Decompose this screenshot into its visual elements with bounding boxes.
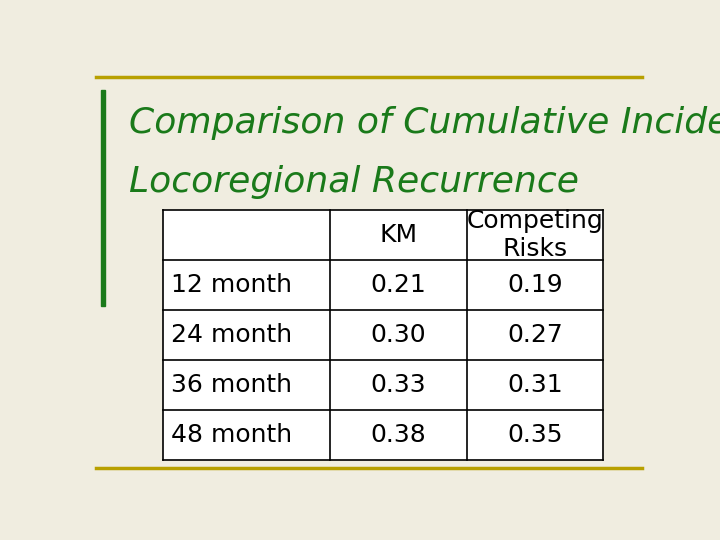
FancyBboxPatch shape (163, 210, 603, 460)
Text: Comparison of Cumulative Incidence of: Comparison of Cumulative Incidence of (129, 106, 720, 140)
Text: KM: KM (379, 223, 418, 247)
Text: 0.38: 0.38 (371, 423, 426, 447)
Text: 0.31: 0.31 (507, 373, 563, 397)
Text: 48 month: 48 month (171, 423, 292, 447)
Text: 0.30: 0.30 (371, 323, 426, 347)
Text: 12 month: 12 month (171, 273, 292, 297)
Text: 0.33: 0.33 (371, 373, 426, 397)
Text: Competing
Risks: Competing Risks (467, 210, 603, 261)
Text: Locoregional Recurrence: Locoregional Recurrence (129, 165, 579, 199)
Text: 0.19: 0.19 (507, 273, 563, 297)
Text: 0.21: 0.21 (371, 273, 426, 297)
Text: 36 month: 36 month (171, 373, 292, 397)
Text: 0.27: 0.27 (507, 323, 563, 347)
Text: 24 month: 24 month (171, 323, 292, 347)
Text: 0.35: 0.35 (508, 423, 563, 447)
FancyBboxPatch shape (101, 90, 104, 306)
